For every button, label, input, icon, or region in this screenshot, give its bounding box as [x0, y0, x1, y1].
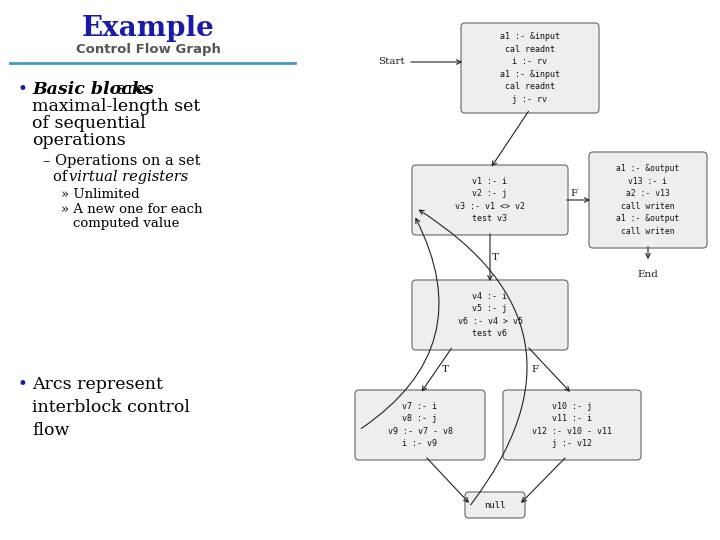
- Text: •: •: [18, 80, 28, 98]
- Text: T: T: [441, 366, 449, 375]
- Text: computed value: computed value: [73, 217, 179, 230]
- Text: of: of: [53, 170, 72, 184]
- FancyBboxPatch shape: [465, 492, 525, 518]
- Text: are: are: [111, 81, 145, 98]
- Text: End: End: [638, 270, 658, 279]
- Text: » Unlimited: » Unlimited: [61, 188, 140, 201]
- Text: Control Flow Graph: Control Flow Graph: [76, 44, 220, 57]
- Text: – Operations on a set: – Operations on a set: [43, 154, 200, 168]
- Text: F: F: [531, 366, 539, 375]
- FancyBboxPatch shape: [412, 165, 568, 235]
- Text: operations: operations: [32, 132, 126, 149]
- Text: null: null: [485, 501, 505, 510]
- Text: v1 :- i
v2 :- j
v3 :- v1 <> v2
test v3: v1 :- i v2 :- j v3 :- v1 <> v2 test v3: [455, 177, 525, 223]
- Text: T: T: [492, 253, 498, 262]
- Text: » A new one for each: » A new one for each: [61, 203, 202, 216]
- FancyBboxPatch shape: [461, 23, 599, 113]
- Text: Arcs represent
interblock control
flow: Arcs represent interblock control flow: [32, 376, 190, 438]
- Text: v10 :- j
v11 :- i
v12 :- v10 - v11
j :- v12: v10 :- j v11 :- i v12 :- v10 - v11 j :- …: [532, 402, 612, 448]
- Text: maximal-length set: maximal-length set: [32, 98, 200, 115]
- FancyBboxPatch shape: [503, 390, 641, 460]
- Text: a1 :- &input
cal readnt
i :- rv
a1 :- &input
cal readnt
j :- rv: a1 :- &input cal readnt i :- rv a1 :- &i…: [500, 32, 560, 104]
- FancyBboxPatch shape: [589, 152, 707, 248]
- Text: virtual registers: virtual registers: [69, 170, 188, 184]
- FancyBboxPatch shape: [412, 280, 568, 350]
- Text: F: F: [570, 190, 577, 199]
- Text: Example: Example: [81, 15, 215, 42]
- FancyBboxPatch shape: [355, 390, 485, 460]
- FancyArrowPatch shape: [419, 210, 527, 505]
- Text: Basic blocks: Basic blocks: [32, 81, 153, 98]
- Text: •: •: [18, 375, 28, 393]
- Text: a1 :- &output
v13 :- i
a2 :- v13
call writen
a1 :- &output
call writen: a1 :- &output v13 :- i a2 :- v13 call wr…: [616, 164, 680, 236]
- Text: Start: Start: [378, 57, 405, 66]
- Text: v4 :- i
v5 :- j
v6 :- v4 > v5
test v6: v4 :- i v5 :- j v6 :- v4 > v5 test v6: [457, 292, 523, 338]
- Text: of sequential: of sequential: [32, 115, 145, 132]
- FancyArrowPatch shape: [361, 219, 439, 428]
- Text: v7 :- i
v8 :- j
v9 :- v7 - v8
i :- v9: v7 :- i v8 :- j v9 :- v7 - v8 i :- v9: [387, 402, 452, 448]
